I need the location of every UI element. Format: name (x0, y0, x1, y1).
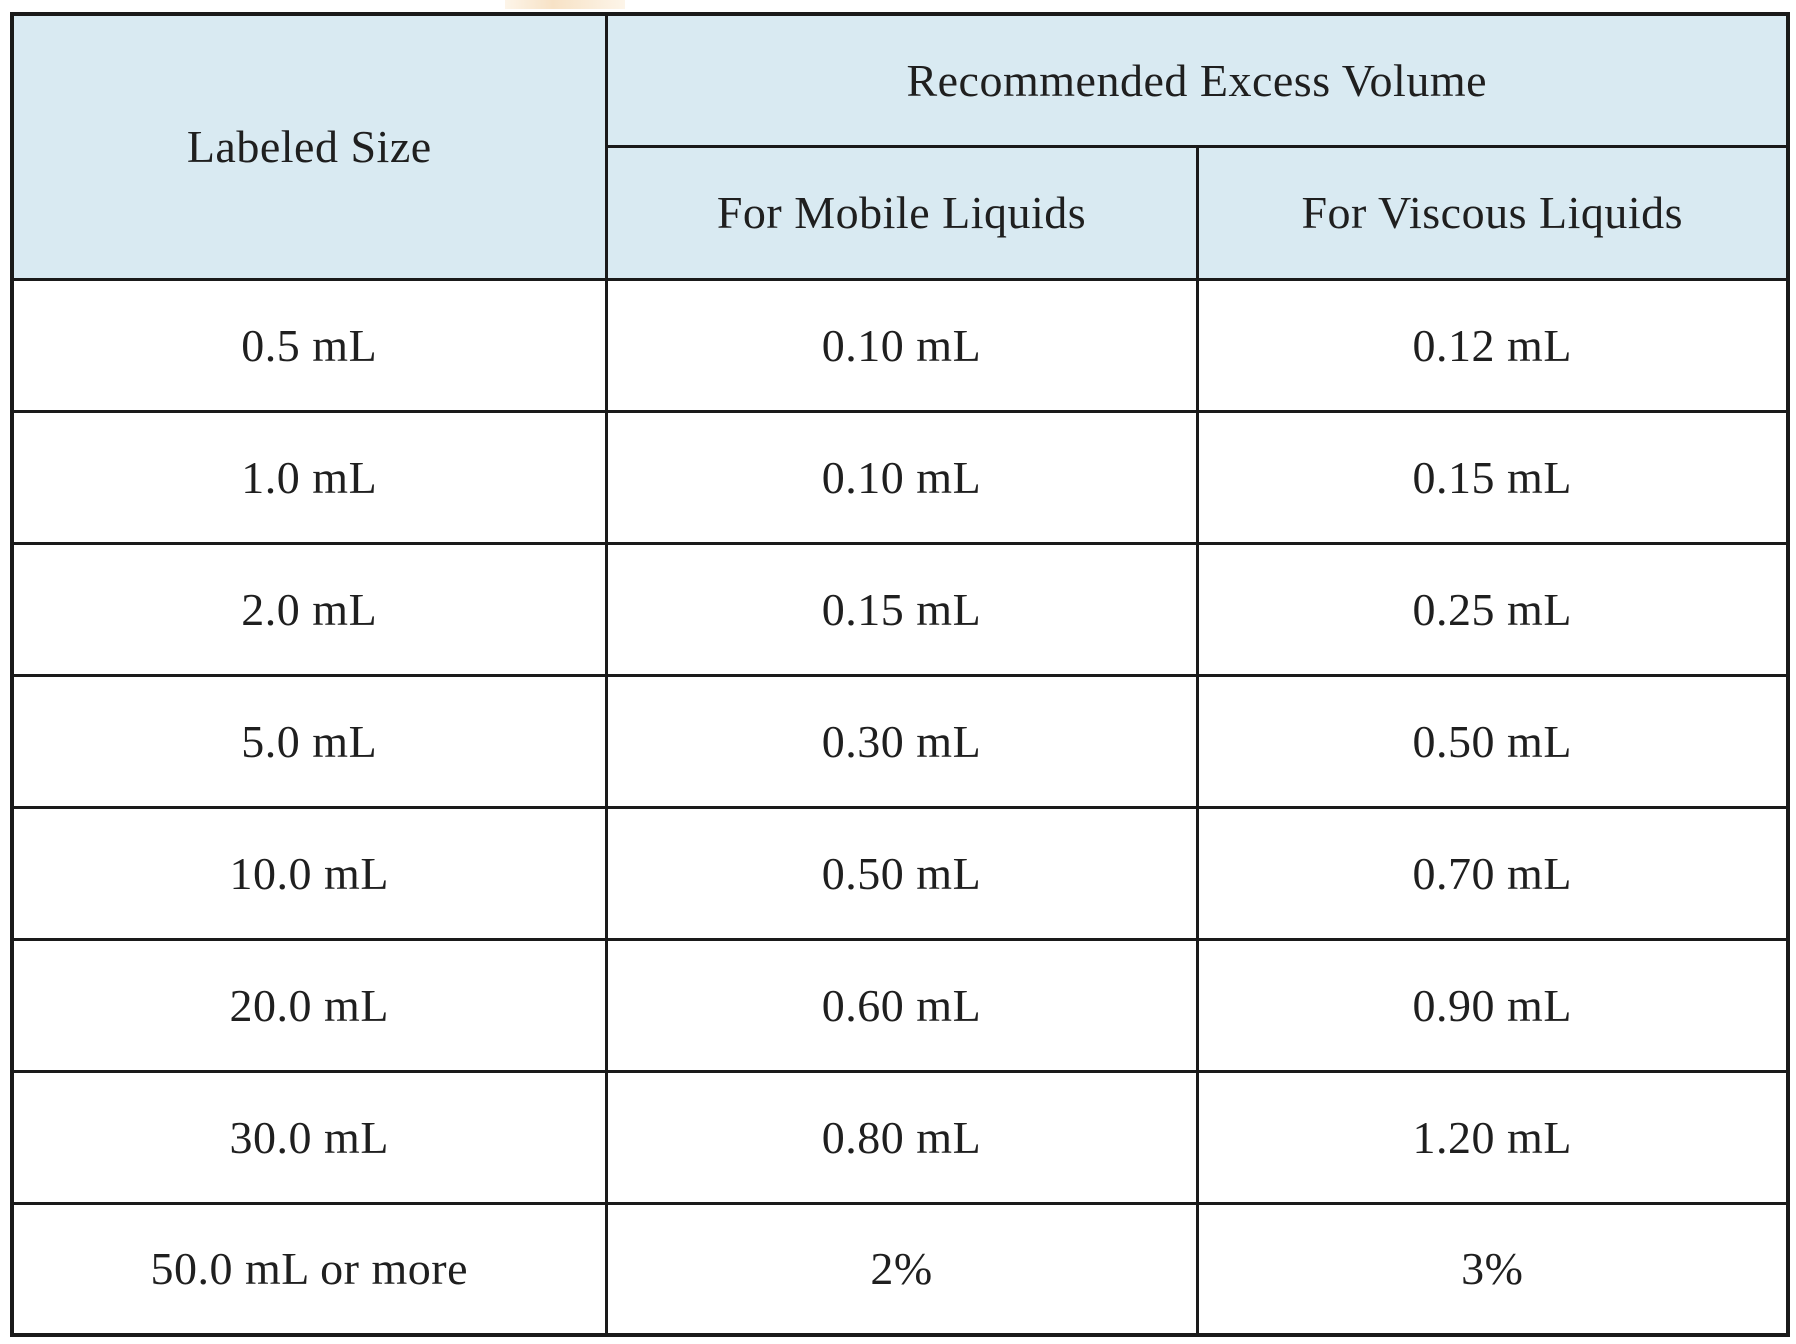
table-row: 5.0 mL 0.30 mL 0.50 mL (10, 673, 1790, 809)
header-labeled-size: Labeled Size (10, 12, 608, 281)
labeled-size-cell: 30.0 mL (10, 1069, 608, 1205)
mobile-liquids-cell: 0.15 mL (604, 541, 1199, 677)
labeled-size-cell: 10.0 mL (10, 805, 608, 941)
mobile-liquids-cell: 0.50 mL (604, 805, 1199, 941)
table-row: 1.0 mL 0.10 mL 0.15 mL (10, 409, 1790, 545)
viscous-liquids-cell: 0.12 mL (1195, 277, 1790, 413)
mobile-liquids-cell: 0.60 mL (604, 937, 1199, 1073)
header-row-sub: For Mobile Liquids For Viscous Liquids (12, 144, 1790, 281)
header-row-group: Labeled Size Recommended Excess Volume (10, 12, 1790, 281)
table-row: 30.0 mL 0.80 mL 1.20 mL (10, 1069, 1790, 1205)
viscous-liquids-cell: 0.15 mL (1195, 409, 1790, 545)
viscous-liquids-cell: 0.25 mL (1195, 541, 1790, 677)
mobile-liquids-cell: 0.80 mL (604, 1069, 1199, 1205)
header-recommended-excess-volume: Recommended Excess Volume (604, 12, 1790, 148)
labeled-size-cell: 2.0 mL (10, 541, 608, 677)
table-row: 20.0 mL 0.60 mL 0.90 mL (10, 937, 1790, 1073)
viscous-liquids-cell: 0.90 mL (1195, 937, 1790, 1073)
scan-artifact (505, 0, 625, 9)
mobile-liquids-cell: 2% (604, 1201, 1199, 1337)
table-header: Labeled Size Recommended Excess Volume F… (10, 12, 1790, 281)
mobile-liquids-cell: 0.10 mL (604, 277, 1199, 413)
viscous-liquids-cell: 3% (1195, 1201, 1790, 1337)
header-mobile-liquids: For Mobile Liquids (604, 144, 1199, 281)
viscous-liquids-cell: 0.70 mL (1195, 805, 1790, 941)
viscous-liquids-cell: 1.20 mL (1195, 1069, 1790, 1205)
mobile-liquids-cell: 0.10 mL (604, 409, 1199, 545)
mobile-liquids-cell: 0.30 mL (604, 673, 1199, 809)
table-row: 50.0 mL or more 2% 3% (10, 1201, 1790, 1337)
table-body: 0.5 mL 0.10 mL 0.12 mL 1.0 mL 0.10 mL 0.… (10, 277, 1790, 1337)
header-viscous-liquids: For Viscous Liquids (1195, 144, 1790, 281)
excess-volume-table: Labeled Size Recommended Excess Volume F… (10, 12, 1790, 1337)
table-row: 10.0 mL 0.50 mL 0.70 mL (10, 805, 1790, 941)
viscous-liquids-cell: 0.50 mL (1195, 673, 1790, 809)
labeled-size-cell: 0.5 mL (10, 277, 608, 413)
labeled-size-cell: 5.0 mL (10, 673, 608, 809)
table-row: 2.0 mL 0.15 mL 0.25 mL (10, 541, 1790, 677)
labeled-size-cell: 1.0 mL (10, 409, 608, 545)
labeled-size-cell: 50.0 mL or more (10, 1201, 608, 1337)
labeled-size-cell: 20.0 mL (10, 937, 608, 1073)
table-row: 0.5 mL 0.10 mL 0.12 mL (10, 277, 1790, 413)
